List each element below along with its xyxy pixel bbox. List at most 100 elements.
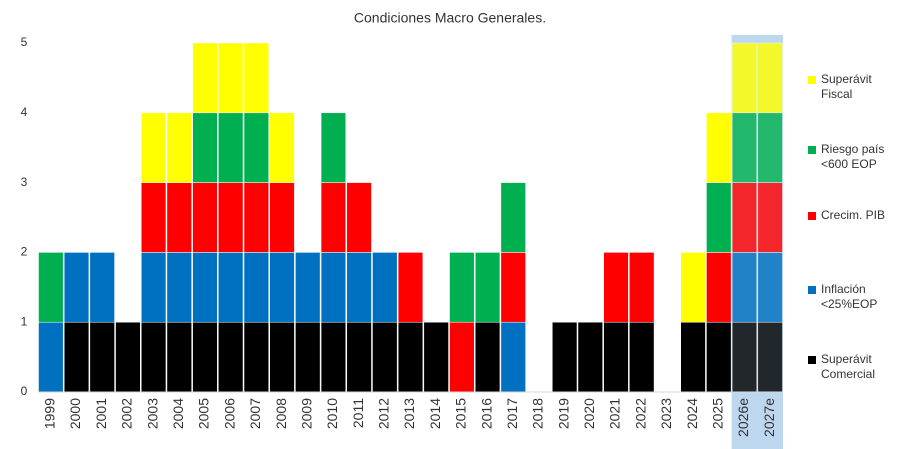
bar-segment <box>166 182 192 253</box>
x-tick-label: 2022 <box>632 398 648 429</box>
bar-segment <box>320 321 347 393</box>
x-tick-label: 2026e <box>735 398 751 437</box>
x-tick-label: 2025 <box>709 398 725 429</box>
legend-label: Riesgo país <600 EOP <box>821 142 885 171</box>
legend-item: Crecim. PIB <box>808 208 898 223</box>
bar-segment <box>166 252 192 323</box>
y-tick-label: 3 <box>21 175 28 189</box>
bar-segment <box>141 182 167 253</box>
y-tick-label: 0 <box>21 384 28 398</box>
bar-segment <box>243 182 269 253</box>
bar-segment <box>706 182 732 253</box>
bar-segment <box>500 252 526 323</box>
bar-segment <box>603 321 629 393</box>
bar-segment <box>89 321 115 393</box>
x-tick-label: 2011 <box>350 398 366 428</box>
y-tick-label: 2 <box>21 245 28 259</box>
x-tick-label: 2021 <box>607 398 623 429</box>
bar-segment <box>269 182 295 253</box>
bar-segment <box>629 252 655 323</box>
bar-segment <box>500 182 526 253</box>
legend-item: Inflación <25%EOP <box>808 282 898 312</box>
legend-swatch <box>808 356 816 364</box>
bar-segment <box>63 321 90 393</box>
bar-segment <box>449 321 475 393</box>
bar-segment <box>192 112 218 183</box>
bar-segment <box>731 42 758 114</box>
bar-segment <box>218 112 244 183</box>
x-tick-label: 2007 <box>247 398 263 429</box>
bar-segment <box>320 252 347 323</box>
bar-segment <box>474 321 501 393</box>
legend-label: Crecim. PIB <box>821 208 886 222</box>
bar-segment <box>757 42 783 114</box>
legend-label: Superávit Fiscal <box>821 72 872 101</box>
legend-swatch <box>808 286 816 294</box>
bar-segment <box>63 252 90 323</box>
x-tick-label: 2002 <box>119 398 135 429</box>
y-tick-label: 5 <box>21 35 28 49</box>
bar-segment <box>629 321 655 393</box>
x-tick-label: 1999 <box>42 398 58 429</box>
y-tick-label: 4 <box>21 105 28 119</box>
bar-segment <box>680 321 706 393</box>
bar-segment <box>757 252 783 323</box>
x-tick-label: 2010 <box>324 398 340 429</box>
bar-segment <box>243 42 269 114</box>
bar-segment <box>680 252 706 323</box>
legend-item: Riesgo país <600 EOP <box>808 142 898 172</box>
bar-segment <box>372 321 398 393</box>
bar-segment <box>706 112 732 183</box>
bar-segment <box>320 112 347 183</box>
bar-segment <box>731 321 758 393</box>
bar-segment <box>192 42 218 114</box>
bar-segment <box>603 252 629 323</box>
bar-segment <box>38 252 64 323</box>
bar-segment <box>269 321 295 393</box>
bar-segment <box>218 42 244 114</box>
bar-segment <box>757 112 783 183</box>
x-tick-label: 2006 <box>221 398 237 429</box>
bar-segment <box>449 252 475 323</box>
x-tick-label: 2014 <box>427 398 443 429</box>
bar-segment <box>552 321 578 393</box>
bar-segment <box>192 321 218 393</box>
x-tick-label: 2017 <box>504 398 520 429</box>
bar-segment <box>141 112 167 183</box>
x-tick-label: 2005 <box>196 398 212 429</box>
legend-item: Superávit Fiscal <box>808 72 898 102</box>
bar-segment <box>731 112 758 183</box>
x-tick-label: 2012 <box>376 398 392 429</box>
bar-segment <box>243 252 269 323</box>
bar-segment <box>320 182 347 253</box>
x-tick-label: 2024 <box>684 398 700 429</box>
bar-segment <box>243 321 269 393</box>
x-tick-label: 2016 <box>478 398 494 429</box>
x-tick-label: 2001 <box>93 398 109 429</box>
legend-item: Superávit Comercial <box>808 352 898 382</box>
bar-segment <box>218 321 244 393</box>
bar-segment <box>141 321 167 393</box>
bar-segment <box>372 252 398 323</box>
bar-segment <box>500 321 526 393</box>
legend-label: Inflación <25%EOP <box>821 282 878 311</box>
chart-title: Condiciones Macro Generales. <box>354 10 546 26</box>
y-tick-label: 1 <box>21 314 28 328</box>
bar-segment <box>295 321 321 393</box>
bar-segment <box>346 182 372 253</box>
projection-overlay <box>731 35 783 392</box>
bar-segment <box>295 252 321 323</box>
bar-segment <box>346 321 372 393</box>
bar-segment <box>218 182 244 253</box>
bar-segment <box>474 252 501 323</box>
x-tick-label: 2015 <box>453 398 469 429</box>
bar-segment <box>192 182 218 253</box>
bar-segment <box>166 321 192 393</box>
x-tick-label: 2027e <box>761 398 777 437</box>
bar-segment <box>757 182 783 253</box>
bar-segment <box>706 321 732 393</box>
bar-segment <box>346 252 372 323</box>
x-tick-label: 2008 <box>273 398 289 429</box>
x-tick-label: 2000 <box>67 398 83 429</box>
